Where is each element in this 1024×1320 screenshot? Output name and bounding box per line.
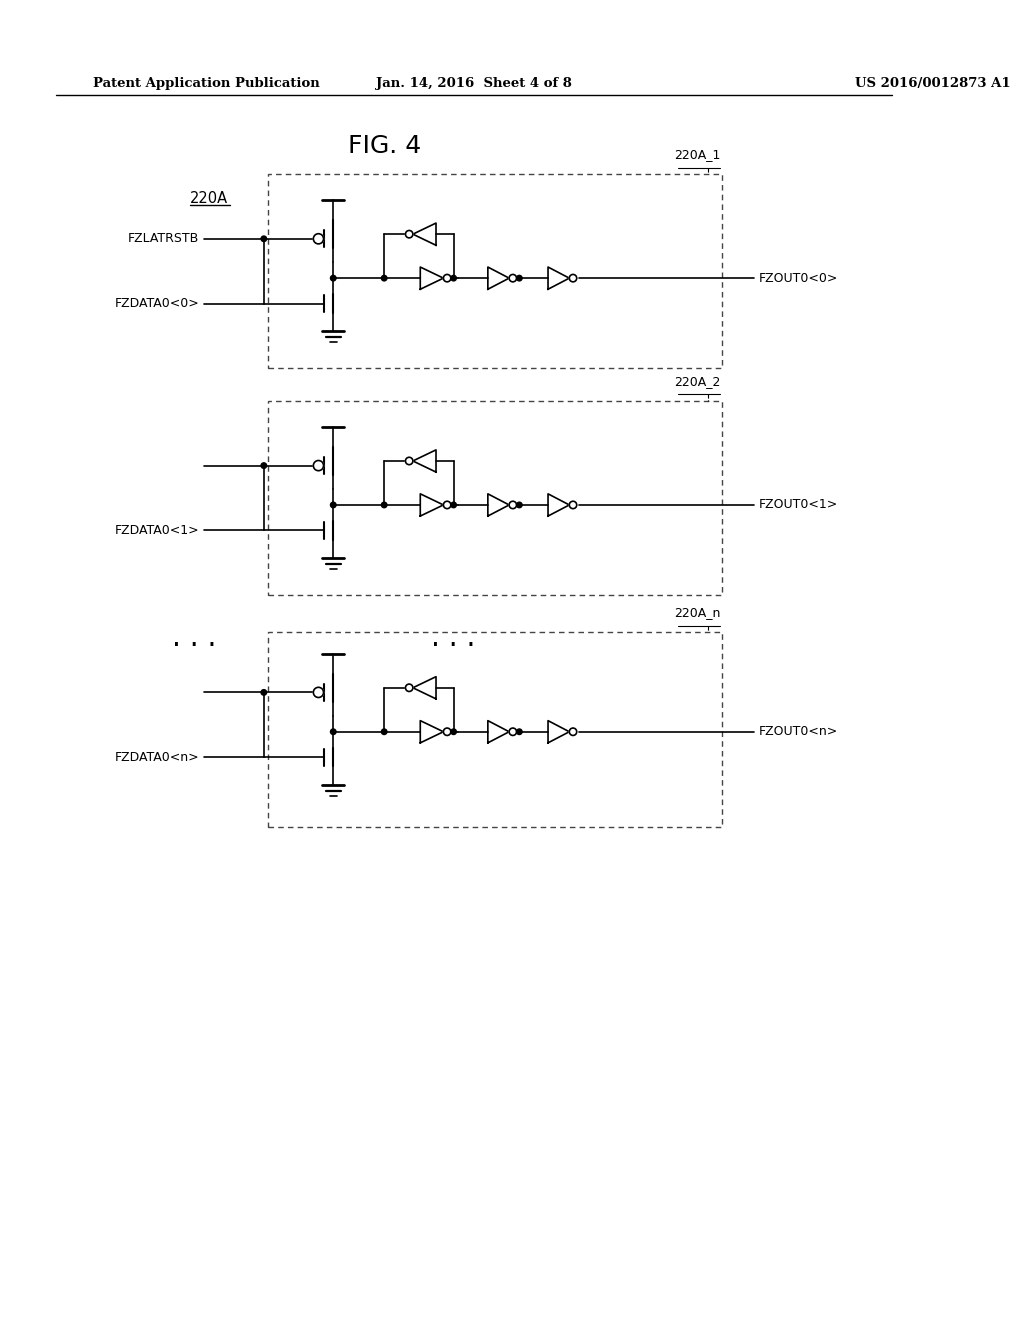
Text: FZOUT0<1>: FZOUT0<1> — [759, 499, 839, 511]
Circle shape — [569, 502, 577, 508]
Circle shape — [509, 502, 516, 508]
Circle shape — [331, 729, 336, 734]
Circle shape — [443, 729, 451, 735]
Text: 220A_n: 220A_n — [674, 606, 720, 619]
Text: FZOUT0<0>: FZOUT0<0> — [759, 272, 839, 285]
Text: FZDATA0<1>: FZDATA0<1> — [115, 524, 199, 537]
Circle shape — [516, 502, 522, 508]
Circle shape — [443, 275, 451, 282]
Circle shape — [406, 684, 413, 692]
Circle shape — [381, 502, 387, 508]
Circle shape — [569, 729, 577, 735]
Circle shape — [406, 231, 413, 238]
Circle shape — [451, 729, 457, 734]
Circle shape — [443, 502, 451, 508]
Circle shape — [451, 276, 457, 281]
Circle shape — [509, 729, 516, 735]
Circle shape — [569, 275, 577, 282]
Text: FZOUT0<n>: FZOUT0<n> — [759, 725, 839, 738]
Circle shape — [406, 457, 413, 465]
Text: 220A: 220A — [189, 191, 228, 206]
Text: US 2016/0012873 A1: US 2016/0012873 A1 — [855, 77, 1011, 90]
Circle shape — [381, 276, 387, 281]
Text: 220A_1: 220A_1 — [674, 148, 720, 161]
Circle shape — [516, 276, 522, 281]
Text: FIG. 4: FIG. 4 — [347, 135, 421, 158]
Circle shape — [313, 688, 324, 697]
Circle shape — [381, 729, 387, 734]
Text: Jan. 14, 2016  Sheet 4 of 8: Jan. 14, 2016 Sheet 4 of 8 — [376, 77, 572, 90]
Text: FZLATRSTB: FZLATRSTB — [128, 232, 199, 246]
Circle shape — [516, 729, 522, 734]
Text: · · ·: · · · — [431, 632, 476, 660]
Text: 220A_2: 220A_2 — [674, 375, 720, 388]
Circle shape — [313, 461, 324, 471]
Circle shape — [313, 234, 324, 244]
Text: FZDATA0<0>: FZDATA0<0> — [115, 297, 199, 310]
Text: Patent Application Publication: Patent Application Publication — [92, 77, 319, 90]
Circle shape — [331, 276, 336, 281]
Circle shape — [331, 502, 336, 508]
Circle shape — [451, 502, 457, 508]
Circle shape — [509, 275, 516, 282]
Text: FZDATA0<n>: FZDATA0<n> — [115, 751, 199, 764]
Circle shape — [261, 236, 266, 242]
Circle shape — [261, 689, 266, 696]
Circle shape — [261, 463, 266, 469]
Text: · · ·: · · · — [172, 632, 217, 660]
